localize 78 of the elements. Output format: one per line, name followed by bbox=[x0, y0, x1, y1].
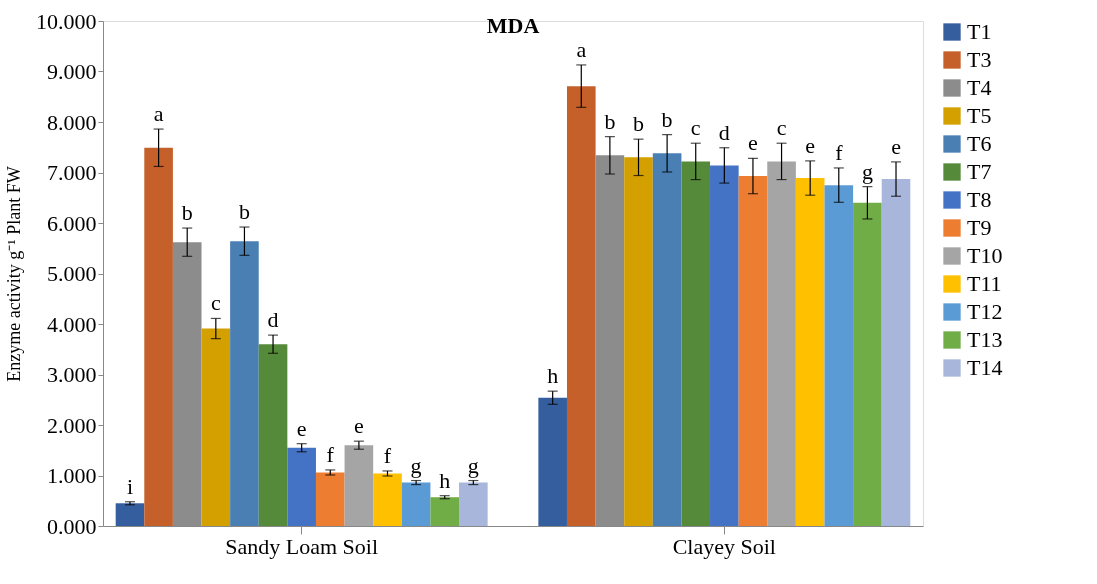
bar bbox=[566, 86, 596, 526]
bar bbox=[881, 179, 911, 526]
bar bbox=[401, 482, 431, 526]
data-label: e bbox=[296, 415, 307, 441]
data-label: b bbox=[661, 106, 673, 132]
data-label: e bbox=[891, 133, 901, 159]
data-label: d bbox=[718, 119, 730, 145]
legend-label: T7 bbox=[967, 159, 992, 184]
x-tick-label: Sandy Loam Soil bbox=[225, 533, 379, 559]
bar bbox=[767, 161, 796, 526]
bar bbox=[115, 503, 145, 526]
bar bbox=[824, 185, 854, 526]
y-tick-label: 9.000 bbox=[47, 59, 97, 84]
data-label: a bbox=[576, 36, 587, 62]
y-tick-label: 2.000 bbox=[47, 412, 97, 438]
legend-label: T11 bbox=[967, 271, 1002, 296]
data-label: g bbox=[410, 452, 422, 478]
legend-label: T4 bbox=[967, 75, 992, 100]
bar bbox=[373, 473, 402, 526]
data-label: f bbox=[835, 139, 844, 165]
bar bbox=[201, 328, 231, 526]
bar bbox=[624, 157, 653, 526]
bar bbox=[258, 344, 288, 526]
chart-title: MDA bbox=[486, 13, 540, 38]
data-label: d bbox=[267, 307, 279, 333]
data-label: f bbox=[383, 442, 392, 468]
y-tick-label: 7.000 bbox=[47, 160, 97, 185]
legend-label: T6 bbox=[967, 131, 992, 156]
data-label: a bbox=[153, 101, 164, 127]
data-label: g bbox=[467, 452, 479, 478]
bar bbox=[681, 161, 711, 526]
bar bbox=[230, 241, 259, 526]
bar bbox=[538, 397, 567, 526]
bar bbox=[710, 165, 739, 526]
data-label: b bbox=[633, 111, 644, 137]
bar bbox=[315, 472, 345, 526]
legend-label: T12 bbox=[967, 299, 1003, 324]
y-axis-title: Enzyme activity g⁻¹ Plant FW bbox=[4, 166, 24, 382]
data-label: f bbox=[326, 441, 335, 467]
y-tick-label: 10.000 bbox=[36, 8, 97, 34]
x-tick-label: Clayey Soil bbox=[672, 533, 776, 559]
bar bbox=[144, 147, 173, 526]
data-label: h bbox=[547, 363, 559, 389]
y-tick-label: 3.000 bbox=[47, 362, 97, 387]
legend-label: T13 bbox=[967, 327, 1003, 352]
data-label: c bbox=[776, 115, 787, 141]
y-tick-label: 0.000 bbox=[47, 513, 97, 539]
data-label: h bbox=[439, 467, 451, 493]
data-label: g bbox=[861, 158, 873, 184]
data-label: b bbox=[604, 108, 616, 134]
bar bbox=[795, 178, 825, 526]
y-tick-label: 4.000 bbox=[47, 311, 97, 337]
bar bbox=[738, 176, 768, 526]
data-label: e bbox=[354, 413, 364, 439]
y-tick-label: 8.000 bbox=[47, 109, 97, 135]
legend-label: T10 bbox=[967, 243, 1003, 268]
bar bbox=[652, 153, 682, 526]
bar bbox=[287, 447, 316, 526]
data-label: b bbox=[238, 199, 250, 225]
y-tick-label: 6.000 bbox=[47, 210, 97, 236]
data-label: c bbox=[210, 290, 221, 316]
data-label: c bbox=[690, 115, 701, 141]
bar bbox=[430, 497, 460, 526]
legend-label: T8 bbox=[967, 187, 992, 212]
data-label: i bbox=[126, 473, 134, 499]
legend-label: T9 bbox=[967, 215, 992, 240]
bar bbox=[344, 445, 374, 526]
data-label: e bbox=[748, 130, 758, 156]
legend-label: T1 bbox=[967, 19, 992, 44]
bar bbox=[853, 202, 882, 526]
legend-label: T5 bbox=[967, 103, 992, 128]
legend-label: T3 bbox=[967, 47, 992, 72]
y-tick-label: 5.000 bbox=[47, 261, 97, 286]
data-label: e bbox=[805, 132, 816, 158]
data-label: b bbox=[181, 200, 193, 226]
legend-label: T14 bbox=[967, 355, 1003, 380]
y-tick-label: 1.000 bbox=[47, 463, 97, 488]
bar bbox=[459, 482, 488, 526]
